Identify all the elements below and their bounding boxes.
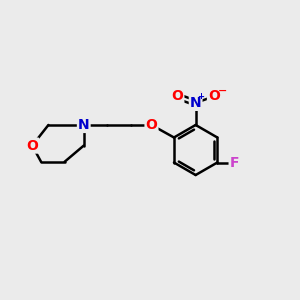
- Text: N: N: [78, 118, 90, 132]
- Text: +: +: [197, 92, 204, 101]
- Text: O: O: [171, 89, 183, 103]
- Text: F: F: [230, 155, 239, 170]
- Text: O: O: [208, 89, 220, 103]
- Text: O: O: [26, 139, 38, 153]
- Text: O: O: [146, 118, 158, 132]
- Text: N: N: [190, 96, 202, 110]
- Text: −: −: [218, 86, 227, 96]
